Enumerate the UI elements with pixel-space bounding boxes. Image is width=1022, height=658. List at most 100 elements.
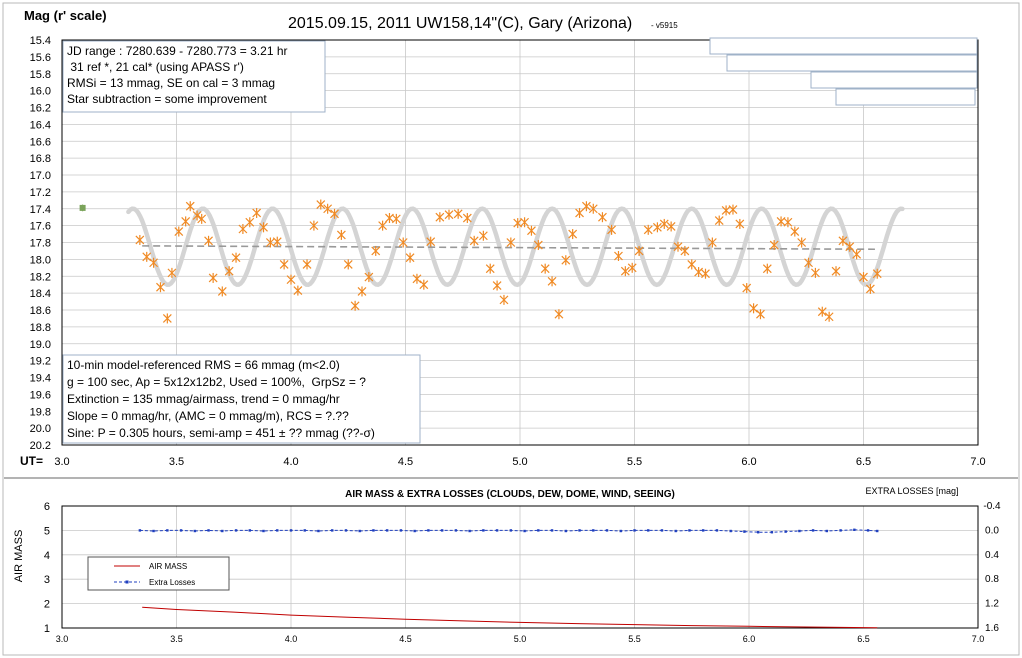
legend-box-empty (810, 71, 978, 89)
x-tick-labels: 3.0 3.5 4.0 4.5 5.0 5.5 6.0 6.5 7.0 (56, 634, 985, 644)
data-point (469, 235, 479, 246)
extra-losses-point (207, 529, 210, 532)
extra-losses-point (876, 529, 879, 533)
data-point (620, 266, 630, 277)
y-tick-label: 18.2 (30, 271, 51, 283)
y-tick-label: 17.0 (30, 170, 51, 182)
extra-losses-point (482, 529, 485, 532)
data-point (568, 229, 578, 240)
extra-losses-point (811, 529, 815, 532)
extra-losses-point (221, 529, 224, 533)
data-point (224, 266, 234, 277)
y2-axis-label: EXTRA LOSSES [mag] (865, 486, 958, 496)
data-point (343, 259, 353, 270)
data-point (865, 283, 875, 294)
extra-losses-point (550, 529, 554, 532)
y-tick-label: 16.6 (30, 136, 51, 148)
chart-title: 2015.09.15, 2011 UW158,14"(C), Gary (Ari… (288, 15, 632, 32)
reference-marker (79, 204, 86, 211)
y-tick-label: 3 (44, 574, 50, 586)
x-axis-label: UT= (20, 454, 43, 468)
airmass-chart: AIR MASS & EXTRA LOSSES (CLOUDS, DEW, DO… (13, 486, 1001, 644)
extra-losses-point (798, 529, 801, 533)
extra-losses-point (674, 529, 677, 533)
extra-losses-point (619, 529, 622, 533)
x-tick-label: 3.5 (170, 634, 183, 644)
data-point (485, 263, 495, 274)
extra-losses-point (440, 529, 444, 532)
y-tick-label: 4 (44, 550, 50, 562)
data-point (824, 311, 834, 322)
data-point (156, 282, 165, 293)
data-point (742, 283, 752, 294)
info-line: 10-min model-referenced RMS = 66 mmag (m… (67, 358, 340, 372)
data-point (845, 241, 855, 252)
extra-losses-point (248, 529, 251, 532)
extra-losses-point (138, 529, 142, 532)
extra-losses-point (289, 529, 293, 532)
y-tick-label: 19.6 (30, 389, 51, 401)
legend-label-extra-losses: Extra Losses (149, 578, 195, 587)
lightcurve-chart: Mag (r' scale) 2015.09.15, 2011 UW158,14… (20, 8, 986, 468)
data-point (714, 215, 724, 226)
data-point (643, 224, 653, 235)
extra-losses-point (468, 529, 471, 533)
data-point (817, 306, 827, 317)
extra-losses-point (358, 529, 361, 533)
legend-marker-extra-losses (125, 580, 129, 584)
data-point (634, 245, 644, 256)
data-point (627, 262, 637, 273)
data-point (533, 240, 543, 251)
data-point (506, 237, 516, 248)
x-tick-label: 3.5 (169, 456, 184, 468)
data-point (412, 273, 422, 284)
y-axis-label: Mag (r' scale) (24, 8, 107, 23)
info-box-bottom: 10-min model-referenced RMS = 66 mmag (m… (62, 354, 421, 444)
x-tick-label: 6.5 (856, 456, 871, 468)
extra-losses-point (866, 529, 870, 532)
data-point (286, 274, 296, 285)
data-point (231, 252, 241, 263)
data-point (701, 268, 710, 279)
data-point (162, 313, 172, 324)
data-point (547, 276, 557, 287)
data-point (398, 237, 408, 248)
y-tick-label: 19.0 (30, 339, 51, 351)
sub-chart-title: AIR MASS & EXTRA LOSSES (CLOUDS, DEW, DO… (345, 489, 675, 500)
extra-losses-point (770, 531, 774, 534)
extra-losses-point (166, 529, 169, 532)
data-point (181, 216, 191, 227)
extra-losses-point (234, 529, 238, 532)
extra-losses-point (853, 528, 856, 531)
x-tick-label: 4.0 (283, 456, 298, 468)
extra-losses-point (385, 529, 389, 532)
y2-tick-labels: -0.4 0.0 0.4 0.8 1.2 1.6 (983, 501, 1001, 634)
data-point (302, 259, 312, 270)
extra-losses-point (839, 529, 842, 532)
extra-losses-point (399, 529, 403, 532)
extra-losses-point (688, 529, 691, 532)
extra-losses-point (509, 529, 513, 532)
data-point (673, 241, 683, 252)
y2-tick-label: 0.0 (985, 525, 999, 536)
data-point (478, 230, 488, 241)
y-tick-label: 18.6 (30, 305, 51, 317)
data-point (316, 199, 326, 210)
data-point (217, 286, 227, 297)
x-tick-label: 3.0 (56, 634, 69, 644)
data-point (581, 201, 591, 212)
y-tick-label: 18.8 (30, 322, 51, 334)
data-point (238, 224, 248, 234)
data-point (756, 309, 765, 320)
extra-losses-point (743, 530, 746, 533)
extra-losses-point (303, 529, 306, 532)
data-point (735, 218, 745, 229)
legend: AIR MASS Extra Losses (87, 556, 230, 591)
y-tick-label: 1 (44, 623, 50, 635)
extra-losses-point (152, 529, 155, 533)
data-point (694, 267, 704, 278)
reference-star-point (79, 204, 86, 212)
x-tick-label: 4.5 (398, 456, 413, 468)
x-tick-label: 6.0 (741, 456, 756, 468)
data-point (293, 285, 303, 296)
